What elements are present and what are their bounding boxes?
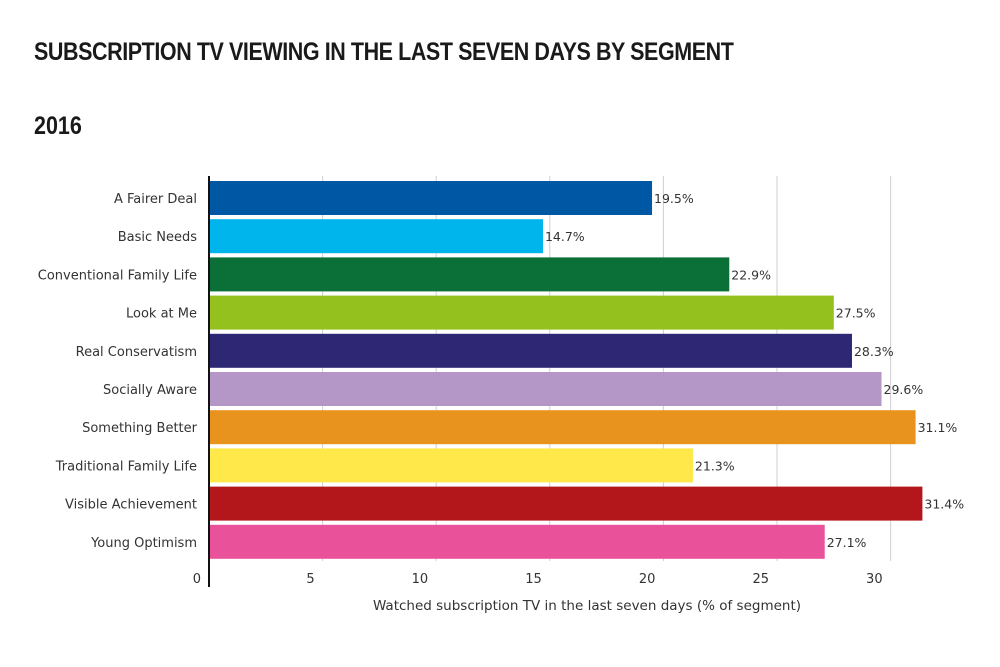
data-label: 19.5% [654, 191, 694, 206]
bar [209, 333, 852, 368]
data-label: 21.3% [695, 458, 735, 473]
chart-title: SUBSCRIPTION TV VIEWING IN THE LAST SEVE… [34, 38, 734, 66]
bar [209, 486, 923, 521]
y-category-label: Look at Me [126, 307, 197, 322]
bar [209, 448, 693, 483]
x-tick-label: 25 [752, 572, 769, 587]
data-label: 29.6% [884, 382, 924, 397]
x-tick-label: 10 [412, 572, 429, 587]
bar [209, 219, 543, 254]
x-tick-label: 0 [193, 572, 201, 587]
bar [209, 524, 825, 559]
y-category-label: Real Conservatism [76, 345, 197, 360]
data-label: 28.3% [854, 344, 894, 359]
y-category-label: Basic Needs [118, 230, 198, 245]
y-category-label: Socially Aware [103, 383, 197, 398]
x-tick-label: 30 [866, 572, 883, 587]
data-label: 31.1% [918, 420, 958, 435]
y-category-label: Conventional Family Life [38, 268, 197, 283]
x-tick-label: 15 [525, 572, 542, 587]
y-category-label: Young Optimism [90, 536, 197, 551]
chart-subtitle: 2016 [34, 112, 82, 140]
data-label: 14.7% [545, 229, 585, 244]
data-label: 27.1% [827, 535, 867, 550]
x-axis-label: Watched subscription TV in the last seve… [373, 598, 801, 614]
bar [209, 181, 653, 215]
y-category-label: A Fairer Deal [114, 192, 197, 207]
y-category-label: Something Better [82, 421, 198, 436]
bar [209, 372, 882, 406]
y-category-label: Visible Achievement [65, 498, 197, 513]
bar [209, 410, 916, 445]
bar [209, 257, 730, 292]
x-tick-label: 20 [639, 572, 656, 587]
x-tick-label: 5 [306, 572, 314, 587]
data-label: 27.5% [836, 306, 876, 321]
data-label: 31.4% [924, 497, 964, 512]
data-label: 22.9% [731, 267, 771, 282]
bar [209, 295, 834, 330]
y-category-label: Traditional Family Life [55, 459, 197, 474]
